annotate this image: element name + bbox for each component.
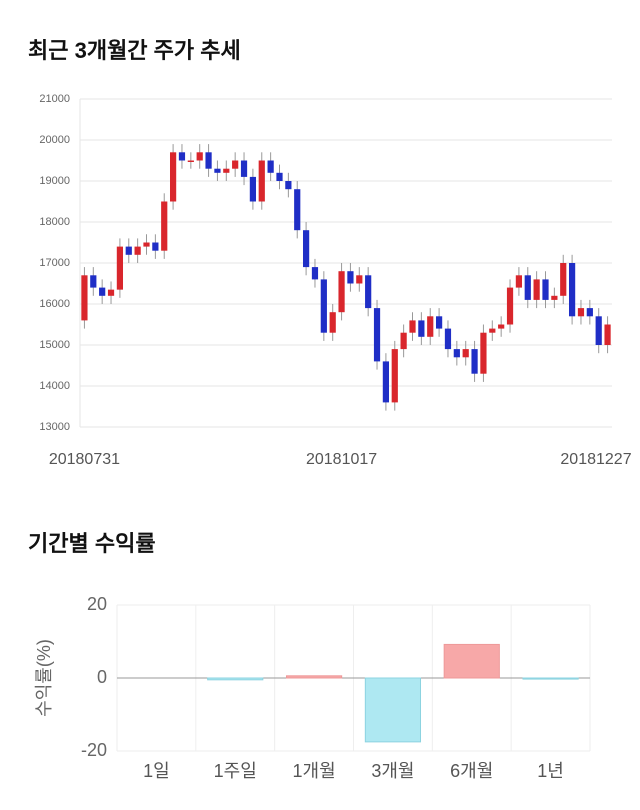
candle-body: [560, 263, 567, 296]
candle-body: [125, 246, 132, 255]
candle-body: [365, 275, 372, 309]
candle-body: [143, 242, 150, 247]
y-tick-label: 0: [97, 667, 107, 687]
y-tick-label: 19000: [39, 175, 70, 187]
y-tick-label: 18000: [39, 216, 70, 228]
candle-body: [258, 160, 265, 202]
candle-body: [568, 263, 576, 317]
y-tick-label: -20: [81, 740, 107, 760]
candle-body: [444, 328, 452, 350]
x-tick-label: 20181017: [306, 451, 377, 468]
candle-body: [400, 332, 407, 350]
candle-body: [81, 275, 88, 321]
candle-body: [187, 160, 194, 162]
candle-body: [90, 275, 97, 288]
candle-body: [595, 316, 602, 345]
y-tick-label: 16000: [39, 298, 70, 310]
candle-body: [214, 168, 221, 173]
candle-body: [232, 160, 239, 169]
y-tick-label: 15000: [39, 339, 70, 351]
candle-body: [116, 246, 124, 290]
y-tick-label: 21000: [39, 93, 70, 105]
candle-body: [240, 160, 248, 177]
candle-body: [285, 181, 292, 190]
candle-body: [498, 324, 505, 329]
bar: [285, 675, 343, 679]
candle-body: [134, 246, 141, 255]
candle-body: [542, 279, 549, 300]
candle-body: [471, 349, 478, 374]
candle-body: [382, 361, 390, 403]
y-tick-label: 17000: [39, 257, 70, 269]
candle-body: [196, 152, 203, 161]
candle-body: [453, 349, 460, 358]
candle-body: [178, 152, 186, 161]
candle-body: [338, 271, 345, 313]
candle-body: [302, 230, 310, 268]
y-tick-label: 14000: [39, 380, 70, 392]
candle-body: [551, 295, 558, 300]
x-tick-label: 6개월: [450, 761, 493, 781]
chart-title: 기간별 수익률: [28, 531, 156, 556]
candle-body: [533, 279, 540, 300]
candle-body: [515, 275, 523, 288]
candle-body: [329, 312, 336, 333]
x-tick-label: 20181227: [560, 451, 631, 468]
candle-body: [152, 242, 159, 251]
chart-title: 최근 3개월간 주가 추세: [28, 38, 241, 63]
y-tick-label: 20000: [39, 134, 70, 146]
candle-body: [107, 289, 115, 296]
candle-body: [604, 324, 611, 345]
candle-body: [418, 320, 425, 337]
candle-body: [586, 308, 593, 317]
y-tick-label: 13000: [39, 421, 70, 433]
candle-body: [161, 201, 168, 251]
candle-body: [524, 275, 531, 300]
candle-body: [99, 287, 106, 296]
candle-body: [373, 308, 381, 362]
candle-body: [205, 152, 212, 169]
candle-body: [427, 316, 434, 337]
x-tick-label: 1주일: [214, 761, 257, 781]
bar: [522, 677, 579, 680]
candle-body: [347, 271, 354, 284]
bar: [364, 677, 422, 743]
candle-body: [249, 176, 257, 202]
candle-body: [223, 168, 230, 173]
candle-body: [409, 320, 416, 333]
bar: [207, 677, 264, 681]
x-tick-label: 3개월: [371, 761, 414, 781]
candle-body: [462, 349, 469, 358]
candle-body: [356, 275, 363, 284]
candle-body: [391, 349, 398, 403]
candle-body: [435, 316, 443, 329]
candle-body: [489, 328, 496, 333]
candle-body: [320, 279, 327, 333]
x-tick-label: 1일: [143, 761, 170, 781]
candle-body: [506, 287, 514, 325]
x-tick-label: 20180731: [49, 451, 120, 468]
candle-body: [276, 172, 283, 181]
x-tick-label: 1개월: [293, 761, 336, 781]
candle-body: [577, 308, 585, 317]
y-axis-label: 수익률(%): [34, 639, 54, 717]
x-tick-label: 1년: [537, 761, 564, 781]
y-tick-label: 20: [87, 594, 107, 614]
candle-body: [169, 152, 177, 202]
candle-body: [480, 332, 487, 374]
bar: [443, 643, 500, 679]
candle-body: [267, 160, 274, 173]
candle-body: [311, 267, 319, 280]
candle-body: [294, 189, 301, 231]
